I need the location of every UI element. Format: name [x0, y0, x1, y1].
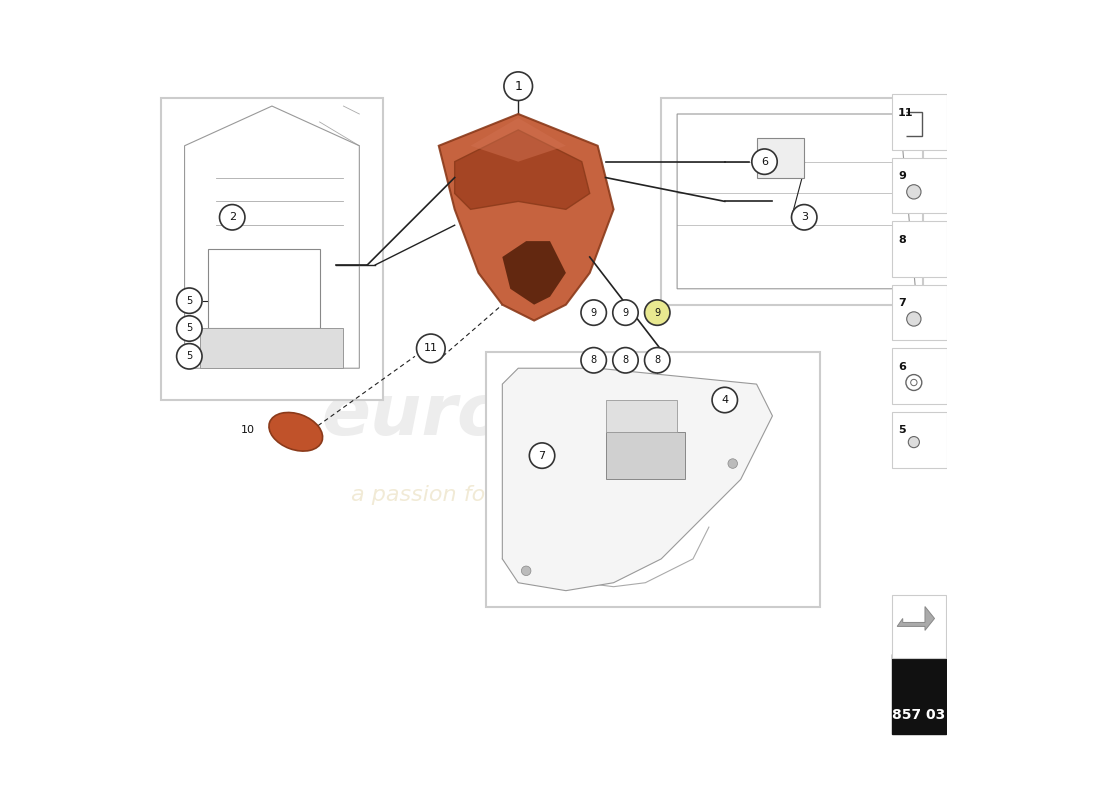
Text: 857 03: 857 03	[892, 707, 945, 722]
Text: 5: 5	[898, 426, 905, 435]
Circle shape	[712, 387, 737, 413]
FancyBboxPatch shape	[892, 594, 946, 658]
Circle shape	[529, 443, 554, 468]
Circle shape	[177, 343, 202, 369]
Text: eurospares: eurospares	[321, 382, 779, 450]
Text: 4: 4	[722, 395, 728, 405]
Circle shape	[220, 205, 245, 230]
Circle shape	[521, 566, 531, 575]
Text: 7: 7	[898, 298, 905, 308]
Polygon shape	[439, 114, 614, 321]
Circle shape	[504, 72, 532, 101]
Text: 11: 11	[424, 343, 438, 354]
Circle shape	[177, 288, 202, 314]
Bar	[606, 432, 685, 479]
Circle shape	[417, 334, 446, 362]
Text: 7: 7	[539, 450, 546, 461]
Circle shape	[792, 205, 817, 230]
FancyBboxPatch shape	[661, 98, 923, 305]
Polygon shape	[454, 130, 590, 210]
Text: 5: 5	[186, 296, 192, 306]
Bar	[606, 400, 678, 432]
Text: a passion for excellence since 1985: a passion for excellence since 1985	[351, 486, 749, 506]
Text: 8: 8	[623, 355, 628, 366]
Bar	[892, 285, 947, 341]
Text: 5: 5	[186, 351, 192, 362]
Text: 8: 8	[591, 355, 597, 366]
Circle shape	[581, 300, 606, 326]
Polygon shape	[898, 606, 935, 630]
Text: 1: 1	[515, 80, 522, 93]
Bar	[892, 412, 947, 467]
Bar	[892, 94, 947, 150]
Circle shape	[177, 316, 202, 342]
Circle shape	[581, 347, 606, 373]
Text: 11: 11	[898, 108, 913, 118]
Ellipse shape	[268, 413, 322, 451]
Text: 9: 9	[591, 308, 597, 318]
Circle shape	[909, 437, 920, 448]
FancyBboxPatch shape	[892, 654, 946, 734]
Text: 9: 9	[623, 308, 628, 318]
Text: 3: 3	[801, 212, 807, 222]
Bar	[757, 138, 804, 178]
Circle shape	[645, 347, 670, 373]
Text: 5: 5	[186, 323, 192, 334]
Circle shape	[751, 149, 778, 174]
Text: 9: 9	[654, 308, 660, 318]
Circle shape	[613, 300, 638, 326]
Bar	[208, 249, 320, 329]
Text: 2: 2	[229, 212, 235, 222]
Polygon shape	[471, 118, 565, 162]
Bar	[200, 329, 343, 368]
Text: 10: 10	[241, 425, 255, 435]
FancyBboxPatch shape	[486, 352, 821, 606]
FancyBboxPatch shape	[161, 98, 383, 400]
Circle shape	[613, 347, 638, 373]
Bar	[892, 222, 947, 277]
Text: 8: 8	[654, 355, 660, 366]
Polygon shape	[503, 368, 772, 590]
Circle shape	[906, 185, 921, 199]
Text: 8: 8	[898, 234, 905, 245]
Text: 9: 9	[898, 171, 905, 181]
Bar	[892, 348, 947, 404]
Bar	[892, 158, 947, 214]
Text: 6: 6	[898, 362, 905, 372]
Circle shape	[906, 312, 921, 326]
Circle shape	[728, 458, 737, 468]
Circle shape	[645, 300, 670, 326]
Text: 6: 6	[761, 157, 768, 166]
Polygon shape	[503, 241, 565, 305]
